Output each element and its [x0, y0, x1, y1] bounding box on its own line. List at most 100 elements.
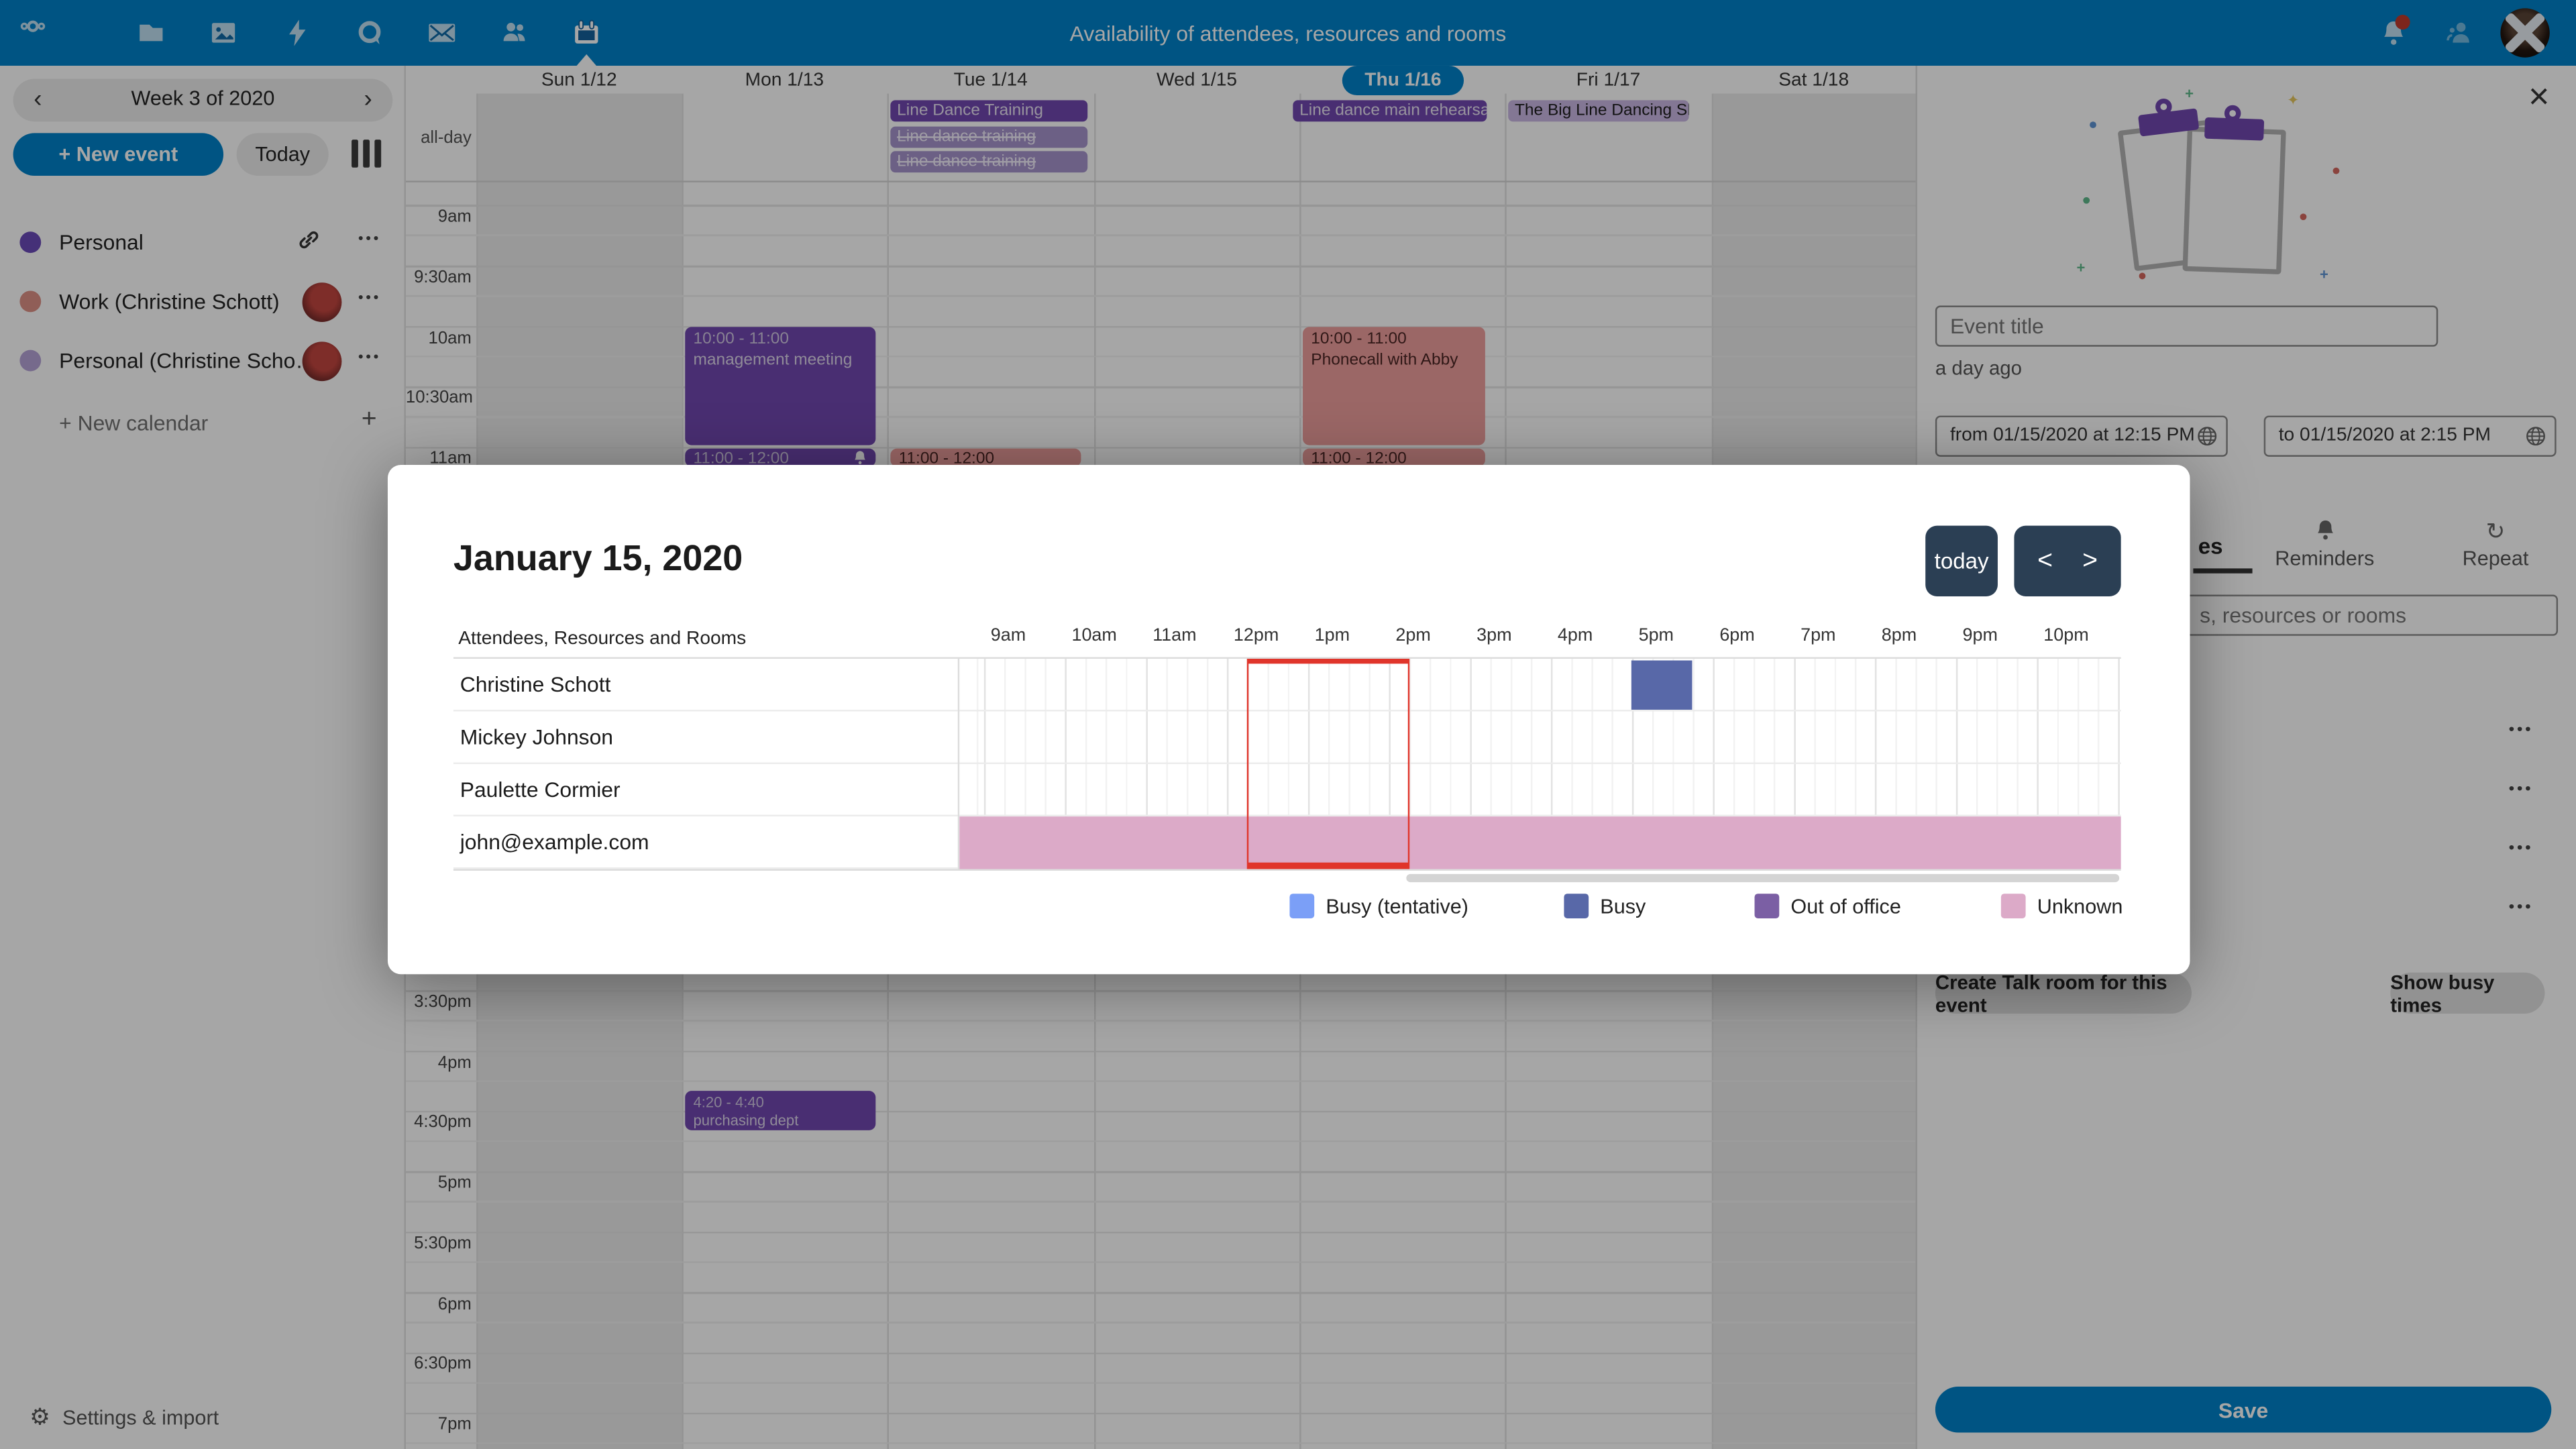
day-header-wed: Wed 1/15 [1157, 70, 1238, 91]
calendar-owner-avatar [302, 282, 342, 323]
calendar-item-personal-christine[interactable]: Personal (Christine Scho… ••• [0, 337, 406, 386]
attendee-menu-button[interactable]: ••• [2508, 721, 2534, 740]
share-link-icon[interactable] [297, 228, 320, 260]
timeline-hour-label: 9pm [1962, 626, 1998, 646]
time-gutter-label: 10am [428, 327, 472, 347]
timezone-globe-icon[interactable] [2196, 425, 2218, 451]
close-editor-icon[interactable]: × [2528, 75, 2550, 117]
mail-icon[interactable] [429, 19, 455, 46]
save-button[interactable]: Save [1935, 1386, 2552, 1433]
timeline-scrollbar[interactable] [1406, 873, 2120, 883]
time-gutter-label: 4:30pm [414, 1112, 472, 1132]
week-label[interactable]: Week 3 of 2020 [131, 87, 275, 111]
event-tue-11[interactable]: 11:00 - 12:00 [890, 448, 1081, 467]
timeline-hour-label: 2pm [1395, 626, 1431, 646]
add-calendar-plus-icon[interactable]: + [361, 405, 377, 434]
bell-icon [2267, 519, 2382, 544]
time-gutter-label: 6:30pm [414, 1354, 472, 1374]
availability-block-busy [1631, 660, 1693, 710]
calendar-menu-button[interactable]: ••• [358, 229, 382, 247]
day-header-sat: Sat 1/18 [1778, 70, 1849, 91]
attendee-menu-button[interactable]: ••• [2508, 898, 2534, 917]
event-phonecall-abby[interactable]: 10:00 - 11:00 Phonecall with Abby [1303, 327, 1485, 445]
allday-event[interactable]: The Big Line Dancing Show [1508, 100, 1689, 122]
activity-icon[interactable] [284, 19, 311, 46]
timezone-globe-icon[interactable] [2525, 425, 2546, 451]
calendar-owner-avatar [302, 341, 342, 382]
event-title-input[interactable] [1935, 305, 2438, 347]
user-avatar[interactable] [2500, 8, 2550, 58]
legend-swatch-out-of-office [1754, 894, 1780, 918]
attendee-menu-button[interactable]: ••• [2508, 780, 2534, 799]
tab-repeat[interactable]: ↻ Repeat [2443, 519, 2548, 570]
new-calendar-row[interactable]: + New calendar + [0, 399, 406, 448]
modal-day-navigation: < > [2014, 525, 2121, 596]
page-title: Availability of attendees, resources and… [1069, 21, 1507, 46]
selected-timeslot-rect[interactable] [1247, 659, 1409, 869]
nextcloud-logo[interactable] [19, 13, 95, 53]
event-thu-11[interactable]: 11:00 - 12:00 [1303, 448, 1485, 467]
attendee-row-name: Mickey Johnson [460, 724, 614, 749]
day-header-fri: Fri 1/17 [1576, 70, 1641, 91]
refresh-icon: ↻ [2485, 517, 2506, 544]
calendar-menu-button[interactable]: ••• [358, 289, 382, 306]
settings-import-button[interactable]: ⚙ Settings & import [0, 1400, 406, 1440]
timeline-hour-label: 5pm [1638, 626, 1674, 646]
allday-event-declined[interactable]: Line dance training [890, 151, 1088, 173]
contacts-icon[interactable] [501, 19, 527, 46]
availability-timeline [957, 659, 2121, 869]
calendar-color-dot [19, 231, 42, 254]
federation-contact-icon[interactable] [2447, 19, 2473, 46]
event-purchasing-dept[interactable]: 4:20 - 4:40 purchasing dept [685, 1091, 876, 1130]
timeline-hour-axis: 9am 10am 11am 12pm 1pm 2pm 3pm 4pm 5pm 6pm 7pm 8pm 9… [958, 626, 2121, 652]
calendar-app-icon[interactable] [574, 19, 600, 46]
event-management-meeting[interactable]: 10:00 - 11:00 management meeting [685, 327, 876, 445]
timeline-hour-label: 1pm [1314, 626, 1350, 646]
modal-title: January 15, 2020 [453, 537, 743, 579]
availability-modal: January 15, 2020 today < > Attendees, Re… [387, 465, 2190, 975]
talk-icon[interactable] [356, 19, 382, 46]
prev-day-button[interactable]: < [2037, 546, 2053, 574]
timeline-hour-label: 6pm [1719, 626, 1755, 646]
calendar-item-personal[interactable]: Personal ••• [0, 219, 406, 268]
timeline-hour-label: 12pm [1233, 626, 1279, 646]
tab-reminders[interactable]: Reminders [2267, 519, 2382, 570]
view-mode-toggle[interactable] [345, 140, 388, 169]
next-week-button[interactable]: › [364, 85, 372, 113]
legend-label: Busy [1600, 895, 1646, 918]
event-mon-11[interactable]: 11:00 - 12:00 [685, 448, 876, 467]
allday-event-declined[interactable]: Line dance training [890, 126, 1088, 148]
files-icon[interactable] [138, 19, 164, 46]
calendar-item-work[interactable]: Work (Christine Schott) ••• [0, 278, 406, 327]
next-day-button[interactable]: > [2082, 546, 2098, 574]
time-gutter-label: 9am [437, 207, 472, 227]
calendar-name: Work (Christine Schott) [59, 289, 280, 314]
legend-swatch-busy-tentative [1289, 894, 1315, 918]
time-gutter-label: 9:30am [414, 267, 472, 287]
allday-event[interactable]: Line Dance Training [890, 100, 1088, 122]
availability-block-unknown [959, 816, 2121, 869]
allday-event[interactable]: Line dance main rehearsal [1293, 100, 1487, 122]
new-event-button[interactable]: + New event [13, 133, 224, 176]
from-datetime-field[interactable]: from 01/15/2020 at 12:15 PM [1935, 415, 2228, 457]
attendee-menu-button[interactable]: ••• [2508, 839, 2534, 858]
time-gutter-label: 3:30pm [414, 991, 472, 1012]
show-busy-times-button[interactable]: Show busy times [2390, 970, 2545, 1016]
photos-icon[interactable] [210, 19, 236, 46]
timeline-hour-label: 9am [990, 626, 1026, 646]
legend-label: Busy (tentative) [1326, 895, 1469, 918]
day-header-thu-today: Thu 1/16 [1342, 65, 1464, 96]
calendar-name: Personal [59, 229, 144, 255]
legend-swatch-busy [1564, 894, 1589, 918]
prev-week-button[interactable]: ‹ [34, 85, 42, 113]
modal-today-button[interactable]: today [1925, 525, 1998, 596]
timeline-hour-label: 8pm [1881, 626, 1917, 646]
today-button[interactable]: Today [236, 133, 329, 176]
timeline-hour-label: 10pm [2043, 626, 2089, 646]
tab-attendees-fragment[interactable]: es [2198, 533, 2223, 559]
legend-label: Unknown [2037, 895, 2123, 918]
calendar-menu-button[interactable]: ••• [358, 348, 382, 365]
time-gutter-label: 7pm [437, 1414, 472, 1434]
to-datetime-field[interactable]: to 01/15/2020 at 2:15 PM [2263, 415, 2557, 457]
